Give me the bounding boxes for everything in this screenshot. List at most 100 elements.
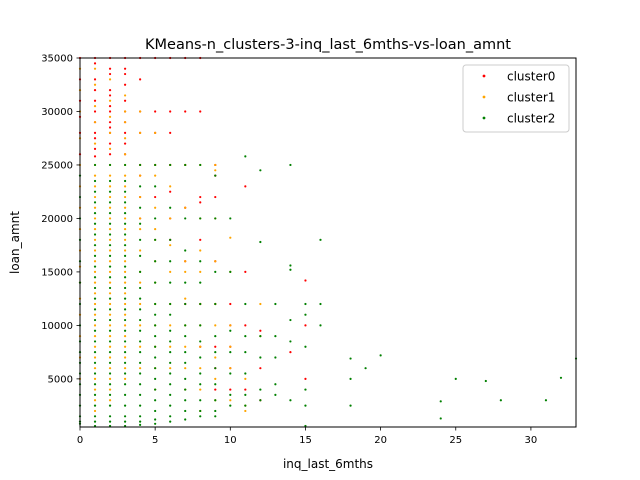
data-point bbox=[199, 372, 202, 375]
data-point bbox=[123, 393, 127, 397]
data-point bbox=[123, 329, 127, 332]
data-point bbox=[169, 244, 172, 247]
data-point bbox=[93, 308, 97, 311]
data-point bbox=[108, 254, 112, 257]
data-point bbox=[108, 265, 112, 268]
data-point bbox=[169, 415, 172, 418]
data-point bbox=[154, 238, 157, 241]
data-point bbox=[93, 292, 97, 295]
chart-title: KMeans-n_clusters-3-inq_last_6mths-vs-lo… bbox=[145, 37, 511, 53]
data-point bbox=[123, 185, 127, 188]
data-point bbox=[244, 334, 247, 338]
data-point bbox=[349, 357, 352, 360]
data-point bbox=[93, 185, 97, 188]
data-point bbox=[199, 260, 202, 263]
data-point bbox=[184, 377, 187, 380]
points-layer bbox=[78, 56, 578, 428]
data-point bbox=[93, 206, 97, 209]
data-point bbox=[139, 78, 142, 81]
data-point bbox=[214, 302, 217, 306]
legend-box bbox=[462, 64, 570, 133]
data-point bbox=[108, 297, 112, 300]
data-point bbox=[108, 185, 112, 188]
data-point bbox=[139, 345, 142, 348]
data-point bbox=[123, 404, 127, 407]
data-point bbox=[214, 169, 217, 172]
data-point bbox=[244, 155, 247, 158]
data-point bbox=[108, 206, 112, 209]
data-point bbox=[108, 217, 112, 220]
data-point bbox=[154, 228, 157, 231]
data-point bbox=[229, 324, 232, 327]
data-point bbox=[199, 249, 202, 252]
data-point bbox=[108, 222, 112, 225]
data-point bbox=[108, 153, 112, 156]
data-point bbox=[123, 83, 127, 86]
data-point bbox=[93, 329, 97, 332]
data-point bbox=[169, 131, 172, 134]
data-point bbox=[123, 121, 127, 124]
data-point bbox=[364, 367, 367, 370]
data-point bbox=[93, 121, 97, 124]
data-point bbox=[123, 99, 127, 102]
data-point bbox=[93, 110, 97, 113]
data-point bbox=[229, 236, 232, 239]
data-point bbox=[259, 388, 262, 391]
data-point bbox=[199, 201, 202, 204]
data-point bbox=[154, 302, 157, 306]
data-point bbox=[229, 351, 232, 354]
data-point bbox=[169, 340, 172, 343]
data-point bbox=[108, 142, 112, 145]
data-point bbox=[93, 195, 97, 199]
data-point bbox=[123, 270, 127, 274]
data-point bbox=[123, 297, 127, 300]
data-point bbox=[93, 345, 97, 348]
y-tick-label: 10000 bbox=[41, 321, 73, 332]
data-point bbox=[108, 424, 112, 428]
data-point bbox=[169, 190, 172, 193]
data-point bbox=[123, 308, 127, 311]
data-point bbox=[108, 163, 112, 167]
data-point bbox=[319, 324, 322, 327]
data-point bbox=[139, 308, 142, 311]
data-point bbox=[93, 260, 97, 263]
data-point bbox=[139, 174, 142, 177]
data-point bbox=[123, 318, 127, 322]
data-point bbox=[108, 329, 112, 332]
data-point bbox=[93, 155, 97, 158]
data-point bbox=[93, 409, 97, 413]
data-point bbox=[93, 424, 97, 428]
data-point bbox=[229, 217, 232, 220]
data-point bbox=[93, 190, 97, 193]
legend-marker-cluster2 bbox=[482, 116, 486, 120]
legend: cluster0 cluster1 cluster2 bbox=[462, 64, 570, 133]
data-point bbox=[93, 83, 97, 86]
data-point bbox=[139, 329, 142, 332]
data-point bbox=[184, 281, 187, 284]
data-point bbox=[93, 228, 97, 231]
data-point bbox=[93, 238, 97, 241]
data-point bbox=[244, 270, 247, 274]
data-point bbox=[154, 356, 157, 359]
data-point bbox=[154, 324, 157, 327]
data-point bbox=[123, 206, 127, 209]
data-point bbox=[123, 361, 127, 364]
data-point bbox=[123, 72, 127, 76]
data-point bbox=[184, 351, 187, 354]
data-point bbox=[274, 383, 277, 386]
data-point bbox=[139, 393, 142, 397]
data-point bbox=[139, 415, 142, 418]
data-point bbox=[214, 260, 217, 263]
data-point bbox=[199, 383, 202, 386]
data-point bbox=[214, 351, 217, 354]
data-point bbox=[304, 279, 307, 282]
data-point bbox=[93, 78, 97, 81]
data-point bbox=[108, 244, 112, 247]
data-point bbox=[244, 404, 247, 407]
data-point bbox=[108, 393, 112, 397]
data-point bbox=[244, 409, 247, 413]
data-point bbox=[123, 217, 127, 220]
data-point bbox=[123, 415, 127, 418]
data-point bbox=[169, 281, 172, 284]
data-point bbox=[93, 99, 97, 102]
